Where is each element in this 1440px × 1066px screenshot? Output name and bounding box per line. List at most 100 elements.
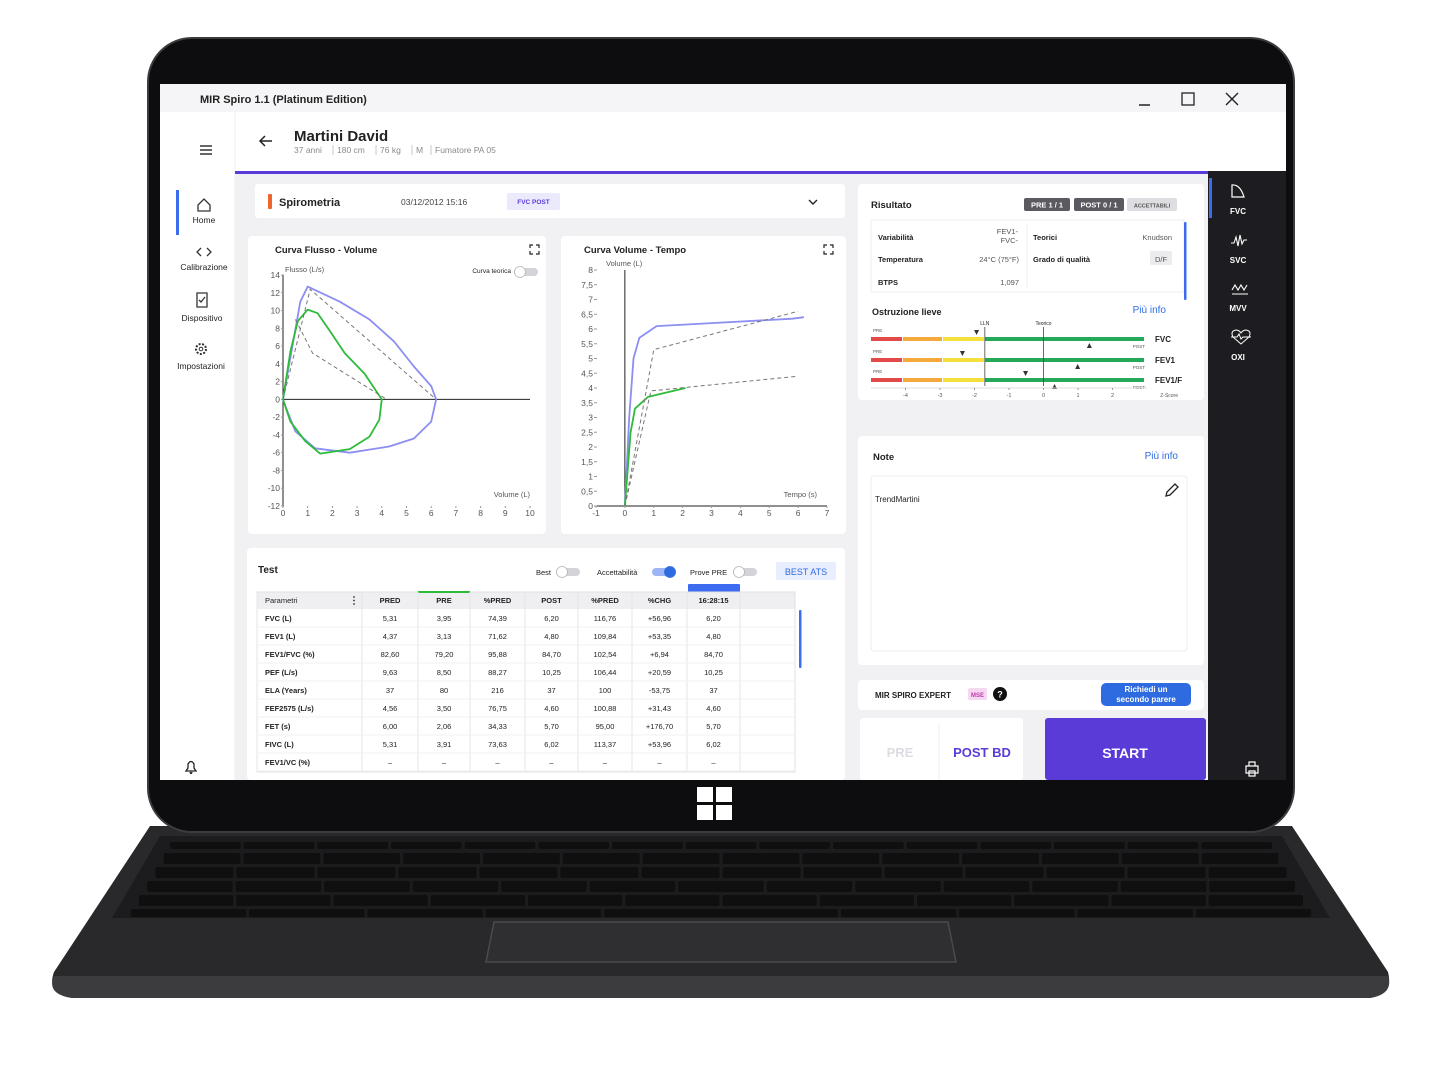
print-button[interactable] (1245, 761, 1259, 777)
series-label: PRE (873, 369, 882, 374)
table-cell: FET (s) (265, 722, 291, 731)
note-text: TrendMartini (875, 495, 920, 504)
x-tick-label: -1 (592, 508, 600, 518)
expand-button[interactable] (823, 244, 834, 255)
table-cell: – (603, 758, 608, 767)
y-tick-label: 0,5 (581, 486, 593, 496)
table-cell: +31,43 (648, 704, 671, 713)
y-tick-label: 3 (588, 413, 593, 423)
table-cell: 6,20 (706, 614, 721, 623)
column-selector[interactable] (688, 584, 740, 592)
patient-detail: 76 kg (380, 145, 401, 155)
zone-bar (943, 337, 984, 341)
y-tick-label: 5 (588, 354, 593, 364)
x-tick-label: 0 (623, 508, 628, 518)
home-icon[interactable] (197, 198, 211, 212)
side-tab-label: FVC (1230, 207, 1246, 216)
menu-button[interactable] (200, 145, 212, 155)
svc-icon[interactable] (1231, 234, 1247, 247)
pre-button[interactable]: PRE (887, 745, 914, 760)
key (249, 909, 365, 917)
toggle-knob[interactable] (514, 266, 526, 278)
patient-detail: M (416, 145, 423, 155)
second-opinion-button[interactable] (1101, 683, 1191, 706)
zone-bar (903, 378, 942, 382)
scrollbar (1184, 222, 1187, 300)
key (685, 842, 757, 849)
field-value: FEV1- (997, 227, 1019, 236)
table-cell: – (495, 758, 500, 767)
y-tick-label: 3,5 (581, 398, 593, 408)
key (1041, 853, 1119, 864)
toggle-knob[interactable] (556, 566, 568, 578)
key (412, 881, 499, 892)
more-info-link[interactable]: Più info (1145, 451, 1179, 462)
session-dropdown[interactable] (808, 199, 818, 205)
patient-detail: 180 cm (337, 145, 365, 155)
edit-note-button[interactable] (1165, 483, 1179, 497)
table-cell: +20,59 (648, 668, 671, 677)
table-cell: 6,02 (706, 740, 721, 749)
table-cell: 73,63 (488, 740, 507, 749)
key (163, 853, 241, 864)
best-ats-button[interactable] (776, 562, 836, 580)
table-cell: 37 (547, 686, 555, 695)
table-cell: FIVC (L) (265, 740, 294, 749)
help-button[interactable] (993, 687, 1007, 701)
start-button[interactable] (1045, 718, 1206, 780)
table-cell: 3,95 (437, 614, 452, 623)
nav-label: Impostazioni (177, 361, 225, 371)
bell-icon[interactable] (184, 760, 198, 775)
device-icon[interactable] (196, 292, 208, 308)
close-button[interactable] (1225, 92, 1239, 106)
mvv-icon[interactable] (1231, 283, 1248, 295)
back-button[interactable] (258, 135, 272, 147)
maximize-button[interactable] (1181, 92, 1195, 106)
badge-label: PRE 1 / 1 (1031, 201, 1063, 210)
key (882, 853, 960, 864)
key (884, 867, 963, 878)
key (155, 867, 234, 878)
table-cell: 2,06 (437, 722, 452, 731)
series-label: PRE (873, 349, 882, 354)
card-title: Note (873, 452, 894, 463)
key (243, 853, 321, 864)
y-tick-label: 0 (275, 394, 280, 404)
key (323, 853, 401, 864)
key (1209, 881, 1295, 892)
table-cell: 37 (386, 686, 394, 695)
y-axis-label: Volume (L) (606, 259, 643, 268)
post-bd-button[interactable]: POST BD (953, 745, 1011, 760)
expand-button[interactable] (529, 244, 540, 255)
y-tick-label: -4 (272, 430, 280, 440)
more-info-link[interactable]: Più info (1133, 305, 1167, 316)
oxi-icon[interactable] (1231, 329, 1251, 345)
window-title: MIR Spiro 1.1 (Platinum Edition) (200, 94, 367, 106)
table-cell: 100 (599, 686, 612, 695)
zone-bar (871, 358, 902, 362)
key (243, 842, 315, 849)
toggle-knob[interactable] (733, 566, 745, 578)
x-tick-label: 1 (1076, 393, 1079, 399)
toggle-knob[interactable] (664, 566, 676, 578)
settings-icon[interactable] (195, 343, 207, 355)
key (855, 881, 941, 892)
key (403, 853, 480, 864)
key (562, 853, 640, 864)
fvc-icon[interactable] (1231, 184, 1245, 198)
key (766, 881, 853, 892)
y-tick-label: 0 (588, 501, 593, 511)
x-tick-label: 1 (651, 508, 656, 518)
x-tick-label: 6 (796, 508, 801, 518)
key (317, 842, 388, 849)
key (130, 909, 247, 917)
calibration-icon[interactable] (196, 247, 212, 257)
x-axis-label: Tempo (s) (784, 490, 818, 499)
field-label: BTPS (878, 278, 898, 287)
side-tab-active (1209, 178, 1212, 218)
nav-label: Calibrazione (180, 262, 228, 272)
key (560, 867, 639, 878)
expert-title: MIR SPIRO EXPERT (875, 691, 951, 700)
